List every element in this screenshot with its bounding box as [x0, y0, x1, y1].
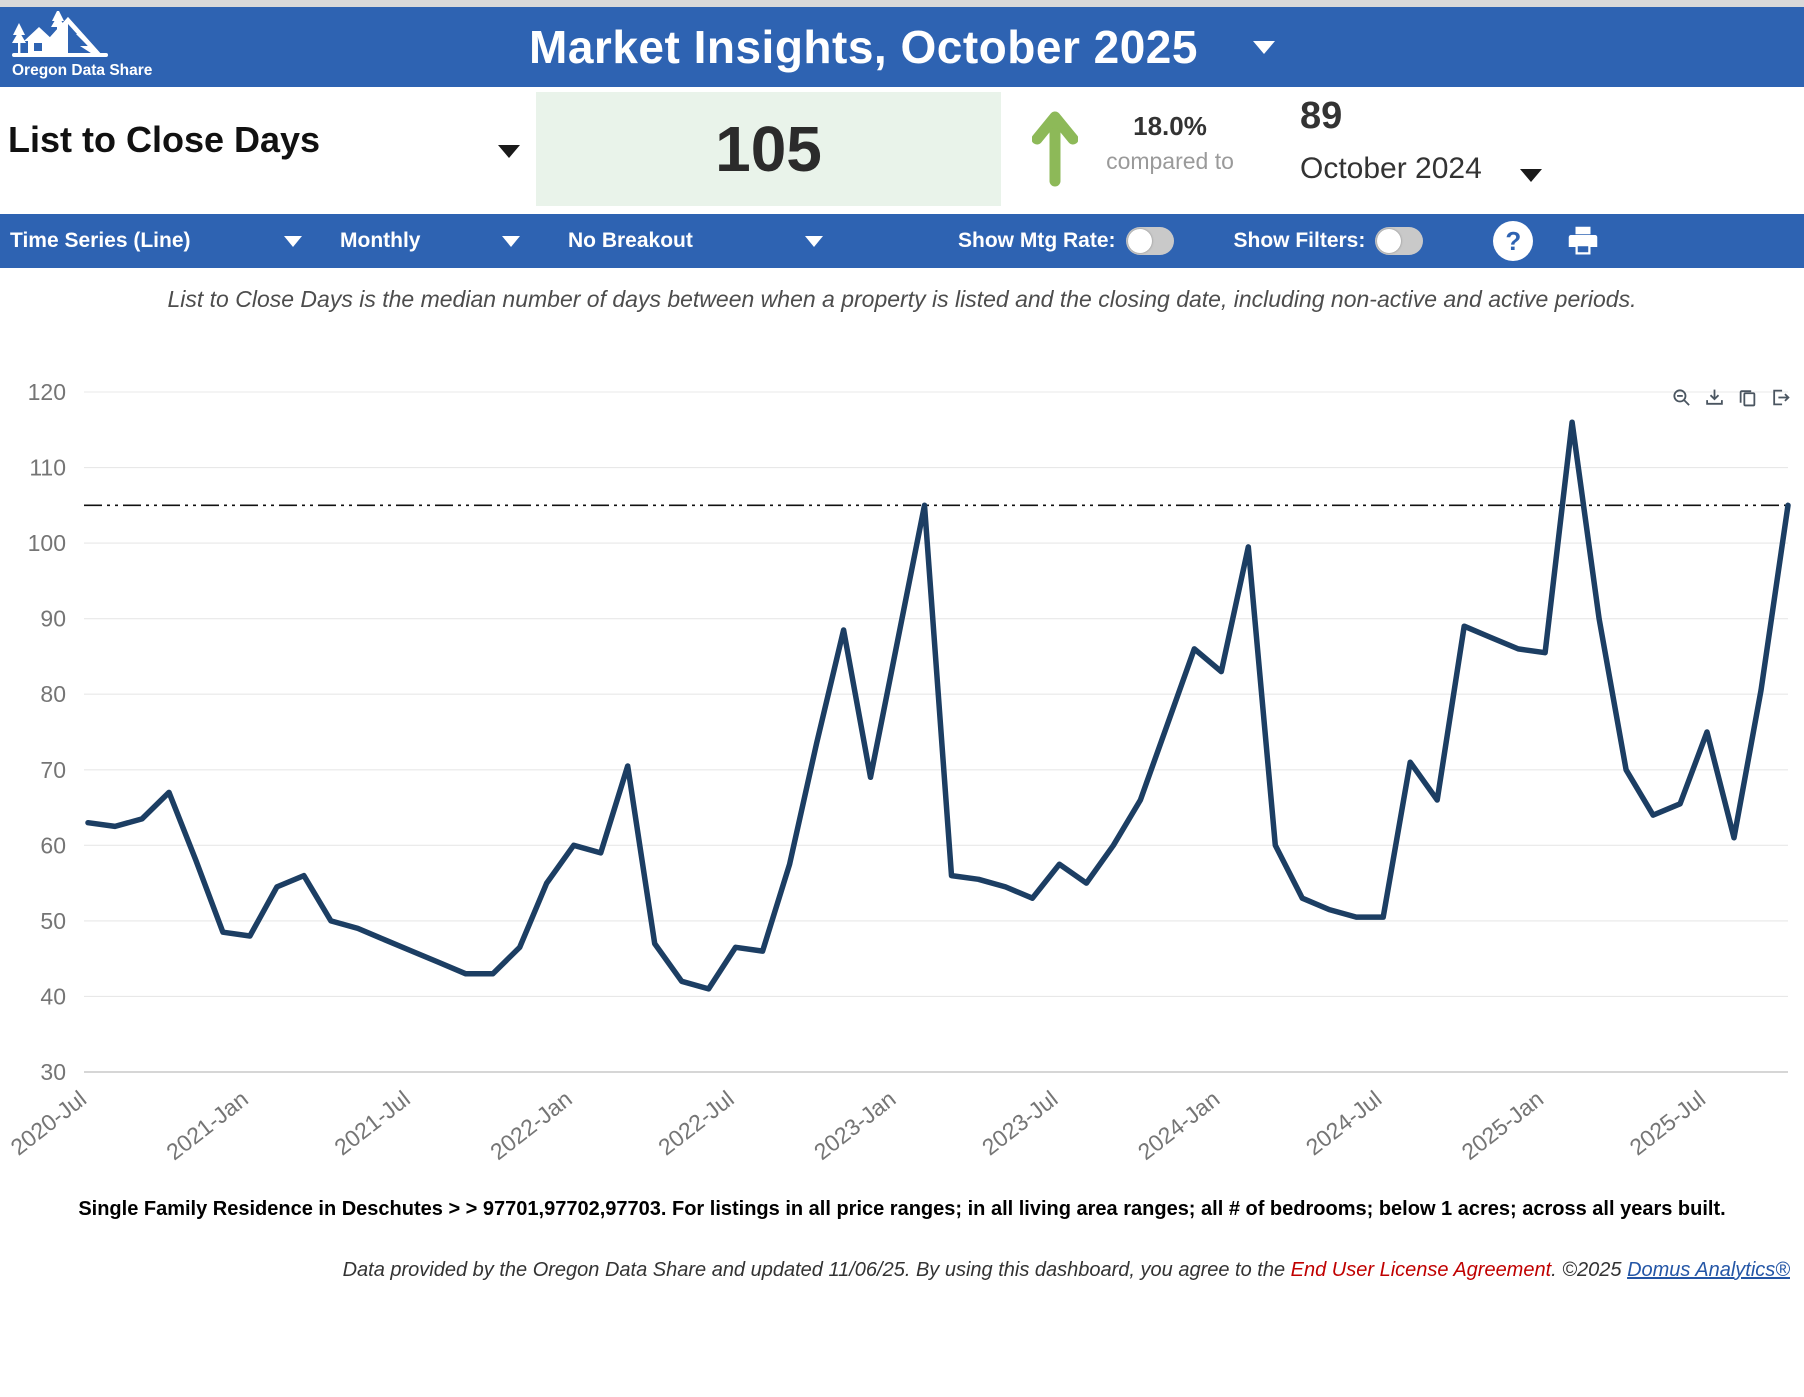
svg-text:2022-Jan: 2022-Jan [485, 1085, 577, 1165]
svg-text:30: 30 [40, 1059, 66, 1085]
eula-link[interactable]: End User License Agreement [1290, 1259, 1552, 1281]
svg-text:60: 60 [40, 832, 66, 858]
domus-analytics-link[interactable]: Domus Analytics® [1627, 1259, 1790, 1281]
change-percent: 18.0% [1133, 111, 1207, 141]
current-value: 105 [715, 113, 822, 185]
chart-toolbar: Time Series (Line) Monthly No Breakout S… [0, 214, 1804, 268]
svg-text:110: 110 [29, 455, 66, 481]
page-title: Market Insights, October 2025 [529, 21, 1198, 73]
attribution-footer: Data provided by the Oregon Data Share a… [0, 1259, 1804, 1282]
filter-summary: Single Family Residence in Deschutes > >… [78, 1198, 1726, 1220]
svg-text:2023-Jan: 2023-Jan [809, 1085, 901, 1165]
svg-text:90: 90 [40, 606, 66, 632]
oregon-data-share-logo: Oregon Data Share [10, 9, 160, 88]
app-header: Oregon Data Share Market Insights, Octob… [0, 7, 1804, 87]
chevron-down-icon [805, 235, 823, 247]
logo-text: Oregon Data Share [12, 62, 153, 79]
svg-text:2024-Jan: 2024-Jan [1133, 1085, 1225, 1165]
previous-value: 89 [1300, 95, 1343, 137]
svg-text:2025-Jul: 2025-Jul [1625, 1085, 1711, 1160]
zoom-out-icon[interactable] [1672, 388, 1691, 412]
copy-icon[interactable] [1738, 388, 1757, 412]
export-icon[interactable] [1771, 388, 1790, 412]
svg-text:50: 50 [40, 908, 66, 934]
metric-row: List to Close Days 105 18.0% compared to… [0, 87, 1804, 214]
line-chart: 30 40 50 60 70 80 90 100 110 120 2020-Jul 2021-Jan 2… [0, 330, 1804, 1170]
current-value-box: 105 [536, 92, 1001, 206]
svg-text:2021-Jul: 2021-Jul [329, 1085, 415, 1160]
breakout-dropdown[interactable]: No Breakout [568, 229, 823, 253]
svg-text:2021-Jan: 2021-Jan [161, 1085, 253, 1165]
chart-type-dropdown[interactable]: Time Series (Line) [10, 229, 302, 253]
compared-to-label: compared to [1106, 148, 1234, 174]
metric-selector-label[interactable]: List to Close Days [8, 119, 321, 160]
svg-text:2024-Jul: 2024-Jul [1301, 1085, 1387, 1160]
previous-period-chevron-down-icon[interactable] [1520, 169, 1542, 182]
previous-period-label[interactable]: October 2024 [1300, 152, 1482, 185]
svg-text:80: 80 [40, 681, 66, 707]
svg-text:2020-Jul: 2020-Jul [6, 1085, 92, 1160]
svg-text:120: 120 [28, 379, 66, 405]
chevron-down-icon [284, 235, 302, 247]
svg-text:70: 70 [40, 757, 66, 783]
footer-text: Data provided by the Oregon Data Share a… [342, 1259, 1291, 1281]
svg-text:2023-Jul: 2023-Jul [977, 1085, 1063, 1160]
svg-text:2025-Jan: 2025-Jan [1457, 1085, 1549, 1165]
chevron-down-icon [502, 235, 520, 247]
breakout-label: No Breakout [568, 229, 693, 252]
time-series-plot[interactable]: 30 40 50 60 70 80 90 100 110 120 2020-Jul 2021-Jan 2… [0, 330, 1804, 1170]
trend-up-arrow-icon [1031, 109, 1079, 192]
show-mtg-rate-label: Show Mtg Rate: [958, 229, 1116, 252]
print-button[interactable] [1565, 223, 1601, 259]
show-filters-toggle[interactable] [1375, 227, 1424, 255]
svg-text:100: 100 [28, 530, 66, 556]
frequency-label: Monthly [340, 229, 421, 252]
top-strip [0, 0, 1804, 7]
title-chevron-down-icon[interactable] [1252, 40, 1275, 54]
help-button[interactable]: ? [1493, 221, 1534, 261]
download-icon[interactable] [1705, 388, 1724, 412]
printer-icon [1569, 226, 1598, 255]
show-mtg-rate-toggle[interactable] [1125, 227, 1174, 255]
frequency-dropdown[interactable]: Monthly [340, 229, 520, 253]
show-filters-label: Show Filters: [1233, 229, 1366, 252]
metric-chevron-down-icon[interactable] [498, 145, 520, 158]
chart-description: List to Close Days is the median number … [167, 285, 1637, 312]
svg-text:40: 40 [40, 983, 66, 1009]
footer-text-mid: . ©2025 [1551, 1259, 1628, 1281]
svg-text:2022-Jul: 2022-Jul [653, 1085, 739, 1160]
chart-type-label: Time Series (Line) [10, 229, 191, 252]
